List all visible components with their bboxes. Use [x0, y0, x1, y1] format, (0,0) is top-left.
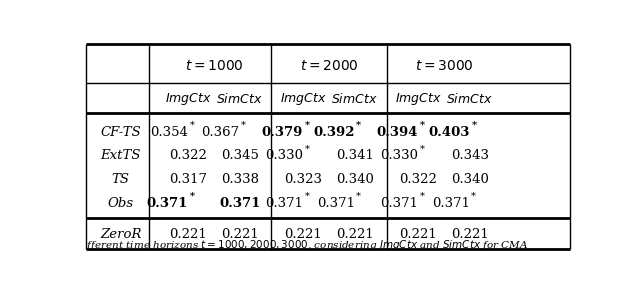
Text: 0.345: 0.345 — [221, 149, 259, 162]
Text: ZeroR: ZeroR — [100, 228, 141, 241]
Text: 0.322: 0.322 — [399, 173, 437, 186]
Text: $t = 2000$: $t = 2000$ — [300, 59, 358, 72]
Text: 0.221: 0.221 — [336, 228, 374, 241]
Text: 0.392: 0.392 — [314, 126, 355, 139]
Text: 0.330: 0.330 — [380, 149, 419, 162]
Text: 0.343: 0.343 — [451, 149, 489, 162]
Text: 0.341: 0.341 — [336, 149, 374, 162]
Text: *: * — [420, 121, 425, 130]
Text: 0.340: 0.340 — [451, 173, 489, 186]
Text: CF-TS: CF-TS — [100, 126, 141, 139]
Text: *: * — [189, 121, 195, 130]
Text: 0.371: 0.371 — [380, 197, 419, 209]
Text: 0.371: 0.371 — [219, 197, 260, 209]
Text: *: * — [420, 191, 424, 200]
Text: 0.221: 0.221 — [221, 228, 259, 241]
Text: *: * — [305, 121, 310, 130]
Text: 0.371: 0.371 — [432, 197, 470, 209]
Text: $ImgCtx$: $ImgCtx$ — [280, 91, 326, 107]
Text: *: * — [420, 144, 424, 153]
Text: fferent time horizons $t = 1000, 2000, 3000$, considering $ImgCtx$ and $SimCtx$ : fferent time horizons $t = 1000, 2000, 3… — [86, 238, 529, 252]
Text: *: * — [356, 191, 361, 200]
Text: 0.221: 0.221 — [451, 228, 489, 241]
Text: 0.330: 0.330 — [265, 149, 303, 162]
Text: *: * — [189, 191, 195, 200]
Text: *: * — [305, 144, 310, 153]
Text: *: * — [241, 121, 246, 130]
Text: *: * — [471, 191, 476, 200]
Text: 0.322: 0.322 — [169, 149, 207, 162]
Text: 0.371: 0.371 — [265, 197, 303, 209]
Text: 0.354: 0.354 — [150, 126, 188, 139]
Text: 0.371: 0.371 — [147, 197, 188, 209]
Text: $ImgCtx$: $ImgCtx$ — [164, 91, 212, 107]
Text: 0.367: 0.367 — [202, 126, 240, 139]
Text: $t = 3000$: $t = 3000$ — [415, 59, 474, 72]
Text: 0.340: 0.340 — [336, 173, 374, 186]
Text: 0.403: 0.403 — [429, 126, 470, 139]
Text: 0.371: 0.371 — [317, 197, 355, 209]
Text: 0.379: 0.379 — [262, 126, 303, 139]
Text: $t = 1000$: $t = 1000$ — [184, 59, 243, 72]
Text: $ImgCtx$: $ImgCtx$ — [395, 91, 442, 107]
Text: TS: TS — [111, 173, 130, 186]
Text: 0.323: 0.323 — [284, 173, 322, 186]
Text: *: * — [356, 121, 361, 130]
Text: $SimCtx$: $SimCtx$ — [447, 92, 493, 106]
Text: $SimCtx$: $SimCtx$ — [216, 92, 263, 106]
Text: *: * — [305, 191, 310, 200]
Text: 0.221: 0.221 — [399, 228, 437, 241]
Text: 0.338: 0.338 — [221, 173, 259, 186]
Text: Obs: Obs — [108, 197, 134, 209]
Text: ExtTS: ExtTS — [100, 149, 141, 162]
Text: 0.394: 0.394 — [377, 126, 419, 139]
Text: 0.221: 0.221 — [169, 228, 207, 241]
Text: $SimCtx$: $SimCtx$ — [332, 92, 378, 106]
Text: *: * — [471, 121, 476, 130]
Text: 0.221: 0.221 — [284, 228, 322, 241]
Text: 0.317: 0.317 — [169, 173, 207, 186]
